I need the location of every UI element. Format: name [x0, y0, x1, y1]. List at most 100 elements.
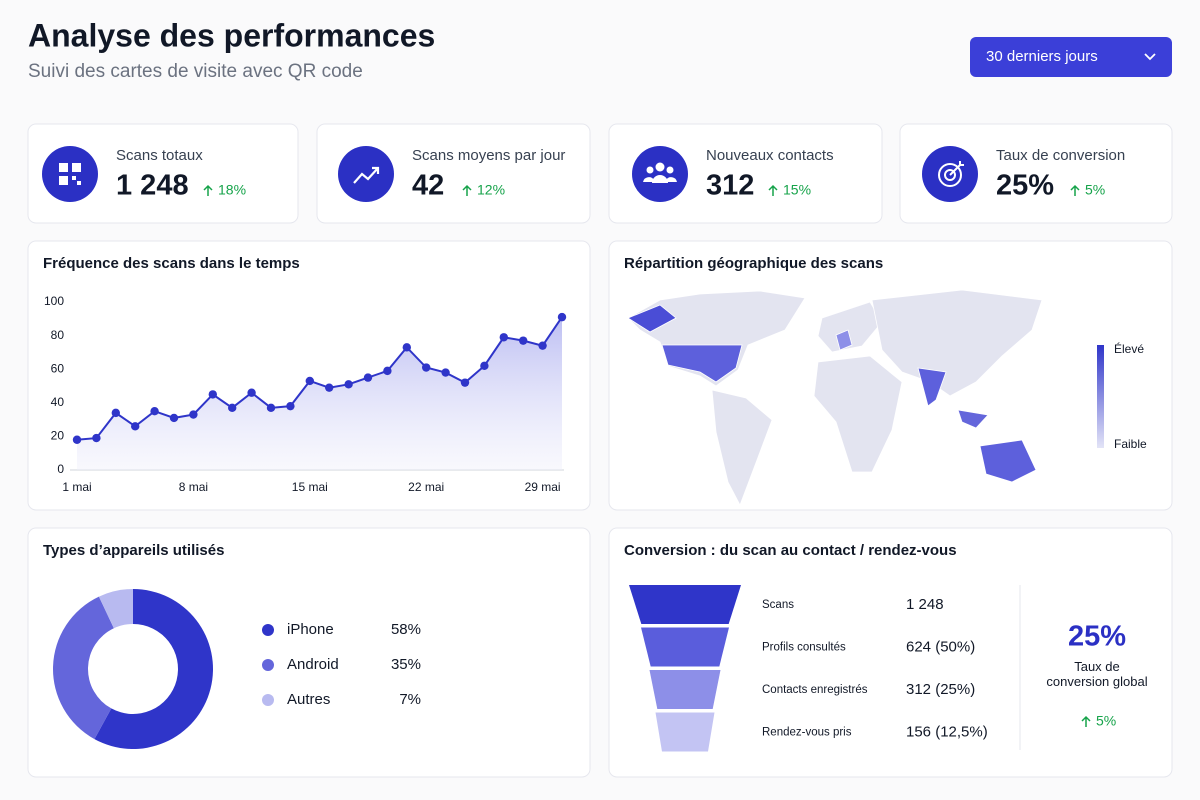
y-tick-label: 60 [51, 361, 65, 375]
dropdown-box[interactable] [970, 37, 1172, 77]
line-point [111, 408, 121, 418]
line-point [189, 410, 198, 419]
panel-title: Fréquence des scans dans le temps [43, 255, 300, 272]
legend-label: iPhone [287, 621, 334, 638]
legend-value: 35% [391, 656, 421, 673]
kpi-label: Taux de conversion [996, 147, 1125, 164]
y-tick-label: 100 [44, 294, 64, 308]
x-tick-label: 8 mai [179, 480, 208, 494]
legend-label: Faible [1114, 437, 1147, 451]
europe [817, 301, 883, 353]
dropdown-chevron[interactable] [1144, 53, 1156, 61]
legend-label: Autres [287, 691, 330, 708]
stage-label: Scans [762, 599, 794, 611]
kpi-change: 15% [783, 182, 811, 198]
legend-gradient [1097, 345, 1104, 448]
donut-slice [94, 589, 214, 749]
period-dropdown[interactable]: 30 derniers jours [970, 37, 1172, 77]
up-arrow [1081, 715, 1091, 727]
page-title: Analyse des performances [28, 17, 435, 53]
line-point [480, 361, 489, 371]
kpi-card: Taux de conversion 25% 5% [899, 123, 1173, 224]
line-point [441, 368, 450, 377]
line-point [72, 435, 82, 444]
kpi-value: 312 [706, 170, 754, 202]
kpi-icon [42, 146, 98, 202]
line-point [538, 341, 547, 350]
kpi-icon [632, 146, 688, 202]
dropdown-label[interactable]: 30 derniers jours [986, 48, 1098, 65]
legend-dot [262, 694, 274, 706]
line-point [383, 366, 392, 376]
line-point [344, 380, 353, 389]
legend-value: 58% [391, 621, 421, 638]
donut-slice [98, 589, 133, 629]
line-point [150, 407, 159, 416]
up-arrow [462, 184, 472, 196]
kpi-card: Nouveaux contacts 312 15% [608, 123, 883, 224]
kpi-card: Scans totaux 1 248 18% [27, 123, 299, 224]
legend-dot [262, 624, 274, 636]
south-america [711, 389, 773, 506]
x-tick-label: 15 mai [292, 480, 328, 494]
europe-highlight [835, 329, 853, 351]
line-point [422, 363, 431, 372]
legend-dot [262, 659, 274, 671]
up-arrow [1070, 184, 1080, 196]
kpi-label: Nouveaux contacts [706, 147, 834, 164]
panel-title: Répartition géographique des scans [624, 255, 883, 272]
y-tick-label: 0 [57, 462, 64, 476]
page-subtitle: Suivi des cartes de visite avec QR code [28, 61, 363, 82]
india [917, 367, 947, 407]
line-point [325, 383, 334, 392]
card [27, 123, 299, 224]
funnel-stage [649, 670, 721, 709]
kpi-change: 5% [1085, 182, 1105, 198]
line-point [363, 373, 373, 382]
trend-icon [353, 166, 380, 184]
legend-value: 7% [399, 691, 421, 708]
kpi-label: Scans totaux [116, 147, 203, 164]
legend-label: Élevé [1114, 341, 1144, 356]
kpi-change: 12% [477, 182, 505, 198]
line-point [557, 312, 567, 322]
line-point [228, 403, 237, 413]
world-map [627, 289, 1043, 506]
summary-change: 5% [1096, 713, 1116, 729]
southeast-asia [957, 409, 989, 429]
kpi-value: 42 [412, 170, 444, 202]
asia [871, 289, 1043, 397]
line-area [77, 317, 562, 470]
y-tick-label: 80 [51, 328, 65, 342]
people-icon [643, 162, 677, 183]
up-arrow [768, 184, 778, 196]
stage-value: 156 (12,5%) [906, 723, 988, 740]
panel-title: Types d’appareils utilisés [43, 542, 224, 559]
funnel-stage [641, 627, 729, 667]
summary-label: Taux de conversion global [1046, 659, 1148, 689]
x-tick-label: 22 mai [408, 480, 444, 494]
y-tick-label: 20 [51, 429, 65, 443]
funnel-stage [629, 585, 741, 624]
line-point [305, 376, 314, 386]
stage-label: Profils consultés [762, 642, 846, 654]
stage-value: 1 248 [906, 596, 944, 613]
x-tick-label: 1 mai [62, 480, 91, 494]
kpi-icon [338, 146, 394, 202]
funnel-stage [655, 712, 715, 752]
up-arrow [203, 184, 213, 196]
donut-slice [53, 596, 114, 740]
kpi-value: 1 248 [116, 170, 189, 202]
australia [979, 439, 1037, 483]
line-point [247, 388, 256, 397]
stage-label: Rendez-vous pris [762, 727, 852, 739]
line-point [92, 433, 101, 443]
alaska [627, 304, 677, 333]
line-point [131, 422, 140, 431]
legend-label: Android [287, 656, 339, 673]
line-point [460, 378, 470, 387]
line-point [169, 413, 179, 423]
africa [813, 355, 903, 473]
